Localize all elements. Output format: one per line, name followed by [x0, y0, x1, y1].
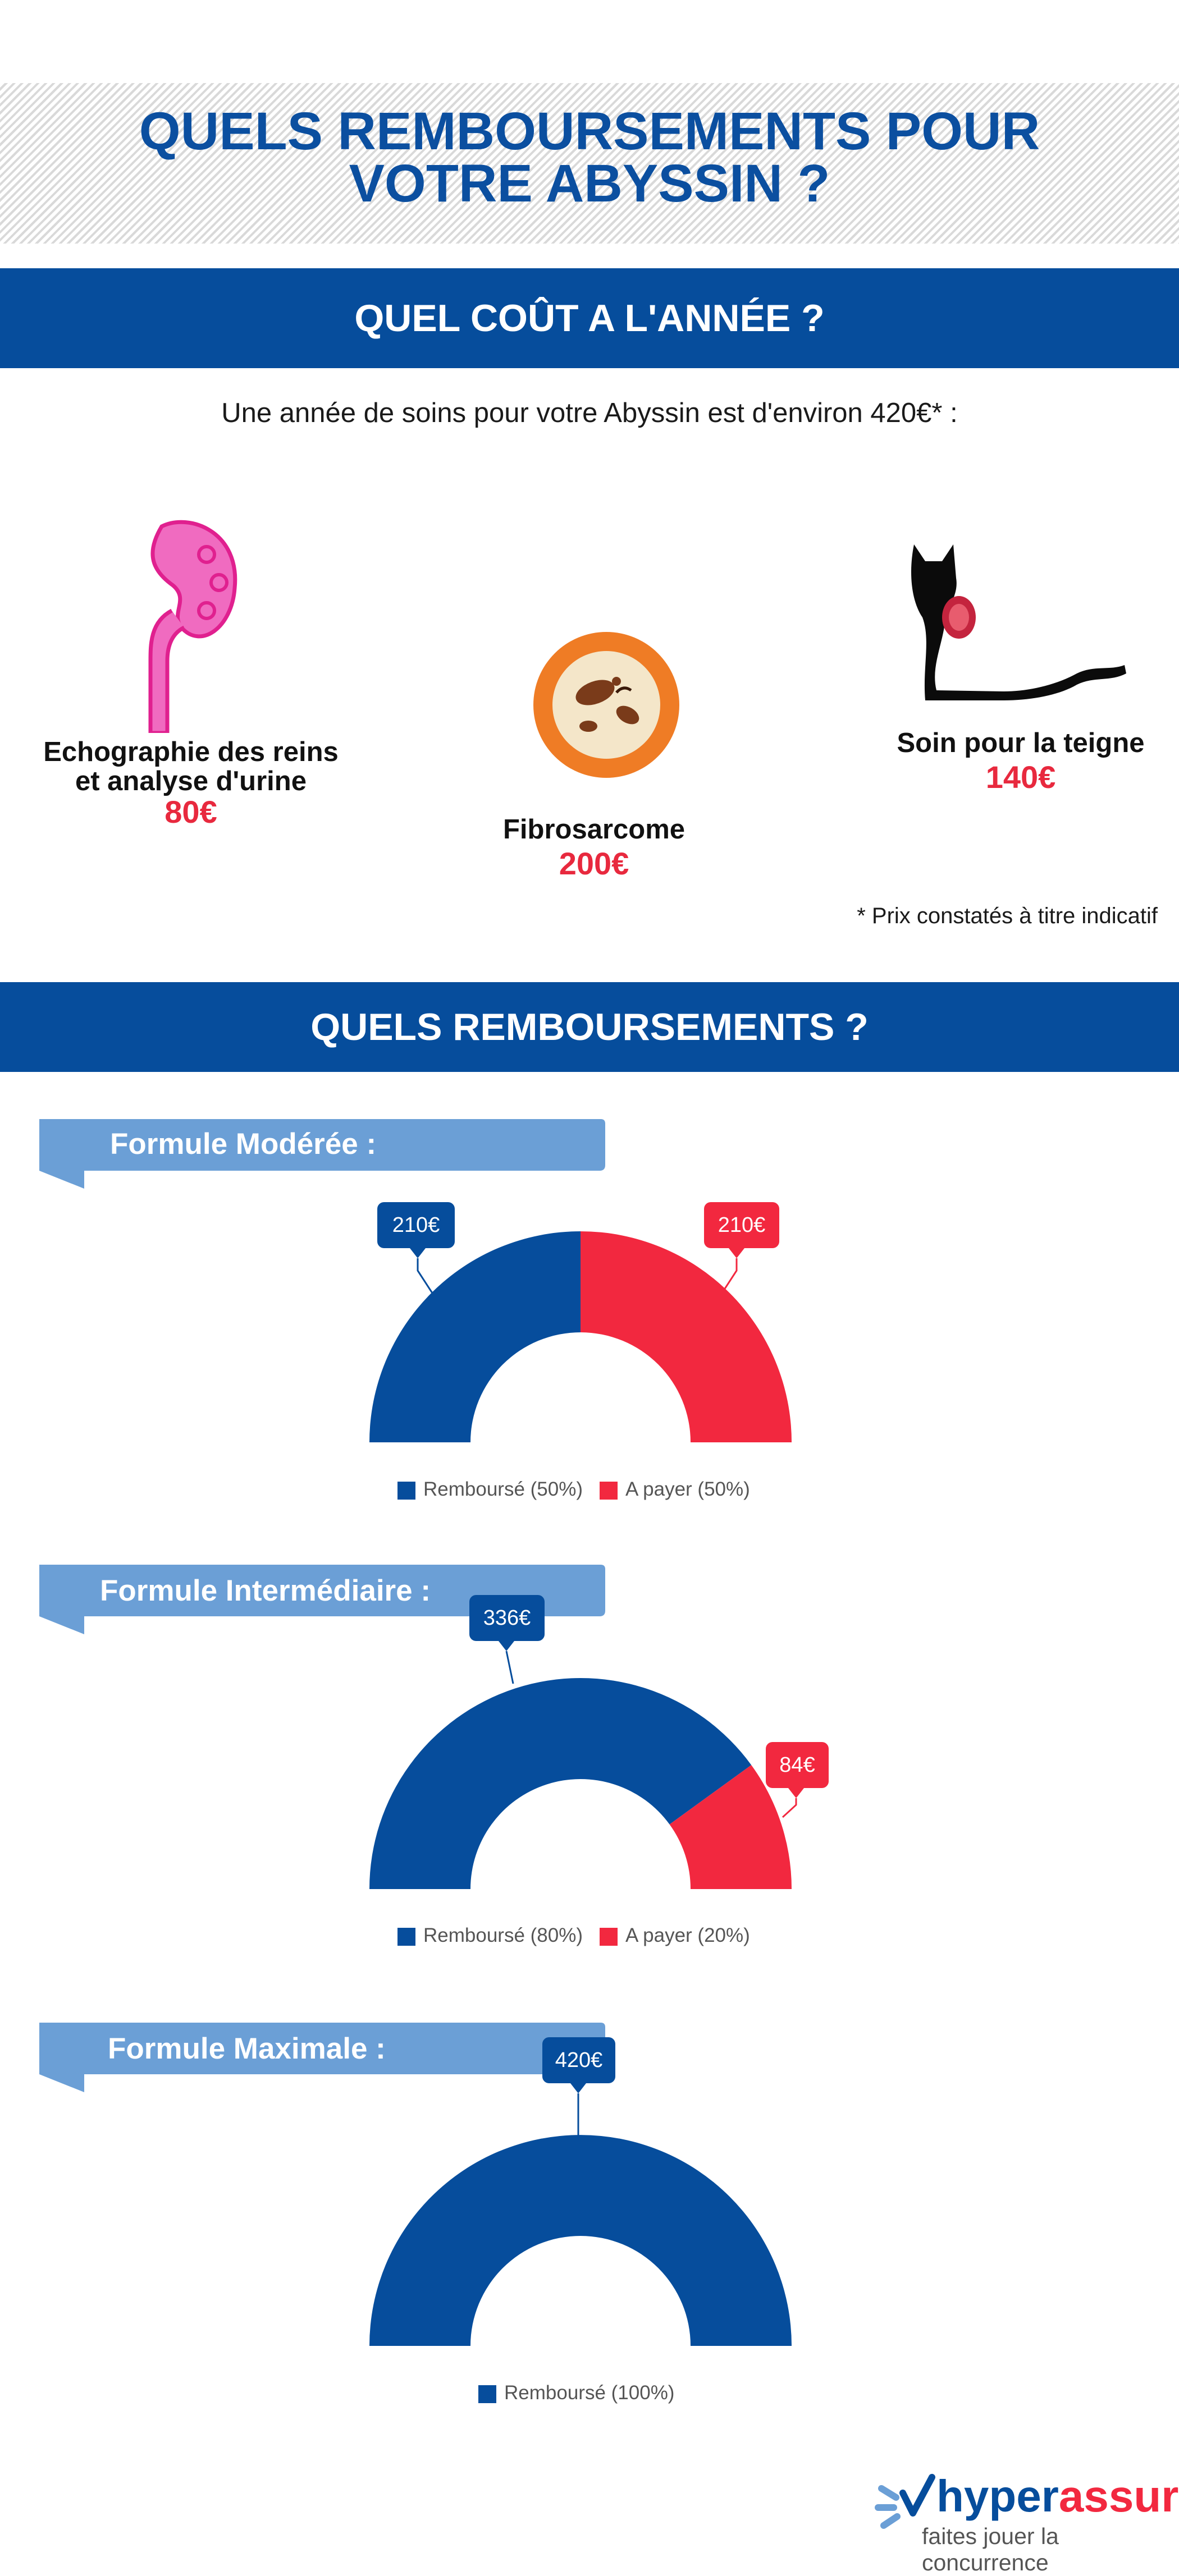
section-heading-reimb: QUELS REMBOURSEMENTS ?	[0, 982, 1179, 1072]
legend-maximale: Remboursé (100%)	[478, 2381, 691, 2404]
ribbon-moderee	[39, 1119, 605, 1189]
section-heading-cost-text: QUEL COÛT A L'ANNÉE ?	[354, 297, 825, 340]
title-band	[0, 83, 1179, 244]
legend-text-a-payer-moderee: A payer (50%)	[625, 1478, 750, 1500]
legend-item-rembourse-moderee: Remboursé (50%)	[397, 1478, 583, 1501]
page-title-line1: QUELS REMBOURSEMENTS POUR	[139, 102, 1040, 161]
chart-maximale	[369, 2135, 792, 2346]
chart-intermediaire	[369, 1677, 792, 1889]
legend-item-a-payer-intermediaire: A payer (20%)	[600, 1924, 750, 1947]
callout-pointer-a-payer-intermediaire	[782, 1788, 804, 1818]
legend-item-rembourse-maximale: Remboursé (100%)	[478, 2382, 674, 2404]
page-title-line2: VOTRE ABYSSIN ?	[349, 154, 830, 213]
arc-a-payer-intermediaire	[669, 1764, 792, 1889]
logo-tagline: faites jouer la concurrence	[922, 2523, 1059, 2575]
arc-a-payer-moderee	[581, 1231, 792, 1442]
callout-a-payer-intermediaire: 84€	[766, 1742, 829, 1788]
legend-swatch-red	[600, 1481, 618, 1500]
price-note: * Prix constatés à titre indicatif	[857, 904, 1158, 928]
legend-text-rembourse-intermediaire: Remboursé (80%)	[423, 1924, 583, 1946]
legend-item-a-payer-moderee: A payer (50%)	[600, 1478, 750, 1501]
legend-swatch-blue	[397, 1481, 415, 1500]
cell-icon	[533, 632, 679, 778]
cat-icon	[911, 544, 1126, 700]
legend-text-a-payer-intermediaire: A payer (20%)	[625, 1924, 750, 1946]
section-heading-cost: QUEL COÛT A L'ANNÉE ?	[0, 268, 1179, 368]
kidney-icon	[148, 520, 237, 733]
formula-label-intermediaire: Formule Intermédiaire :	[100, 1574, 431, 1607]
arc-rembourse-moderee	[369, 1231, 581, 1442]
item-label-echographie-line2: et analyse d'urine	[75, 766, 307, 796]
cost-intro: Une année de soins pour votre Abyssin es…	[221, 398, 958, 428]
arc-rembourse-intermediaire	[369, 1677, 752, 1889]
item-price-teigne: 140€	[985, 759, 1056, 795]
legend-text-rembourse-maximale: Remboursé (100%)	[504, 2381, 675, 2404]
arc-rembourse-maximale	[369, 2135, 792, 2346]
item-price-echographie: 80€	[164, 794, 217, 829]
logo-text-assur: assur	[1058, 2471, 1179, 2521]
formula-label-maximale: Formule Maximale :	[108, 2032, 386, 2065]
logo-text-hyper: hyper	[936, 2471, 1059, 2521]
page-title: QUELS REMBOURSEMENTS POUR VOTRE ABYSSIN …	[0, 102, 1179, 213]
callout-pointer-rembourse-maximale	[570, 2083, 586, 2138]
ribbon-maximale	[39, 2023, 605, 2092]
callout-a-payer-moderee: 210€	[704, 1202, 779, 1248]
legend-swatch-blue	[478, 2385, 496, 2403]
section-heading-reimb-text: QUELS REMBOURSEMENTS ?	[310, 1006, 869, 1048]
item-price-fibrosarcome: 200€	[559, 846, 629, 881]
legend-intermediaire: Remboursé (80%) A payer (20%)	[397, 1923, 767, 1947]
callout-rembourse-intermediaire: 336€	[469, 1595, 545, 1641]
legend-text-rembourse-moderee: Remboursé (50%)	[423, 1478, 583, 1500]
item-label-fibrosarcome: Fibrosarcome	[502, 814, 686, 845]
ribbon-intermediaire	[39, 1565, 605, 1634]
hyperassur-logo-text: hyperassur	[936, 2470, 1178, 2522]
callout-rembourse-maximale: 420€	[542, 2037, 615, 2083]
hyperassur-logo-icon	[875, 2474, 935, 2529]
callout-pointer-a-payer-moderee	[721, 1248, 744, 1294]
callout-pointer-rembourse-moderee	[410, 1248, 433, 1294]
callout-pointer-rembourse-intermediaire	[499, 1641, 514, 1684]
item-label-echographie: Echographie des reins et analyse d'urine	[22, 737, 359, 796]
callout-rembourse-moderee: 210€	[377, 1202, 455, 1248]
item-label-teigne: Soin pour la teigne	[897, 728, 1145, 758]
legend-moderee: Remboursé (50%) A payer (50%)	[397, 1477, 767, 1501]
chart-moderee	[369, 1231, 792, 1442]
legend-item-rembourse-intermediaire: Remboursé (80%)	[397, 1924, 583, 1947]
item-label-echographie-line1: Echographie des reins	[43, 737, 339, 767]
formula-label-moderee: Formule Modérée :	[110, 1127, 377, 1161]
legend-swatch-blue	[397, 1927, 415, 1946]
legend-swatch-red	[600, 1927, 618, 1946]
